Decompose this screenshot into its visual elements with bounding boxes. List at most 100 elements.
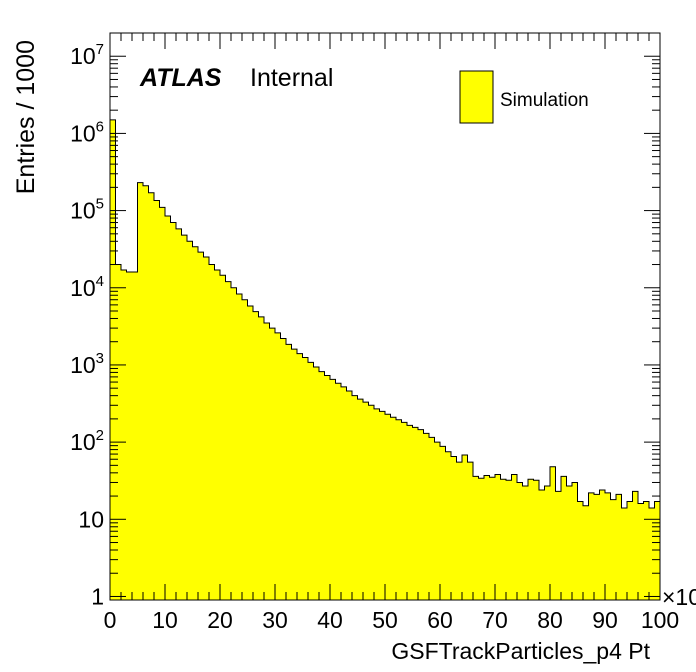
histogram-bar bbox=[143, 185, 149, 600]
legend-label: Simulation bbox=[500, 90, 589, 111]
x-tick-label: 90 bbox=[592, 607, 618, 633]
y-tick-label: 106 bbox=[70, 118, 104, 146]
histogram-bar bbox=[368, 405, 375, 600]
histogram-bar bbox=[522, 486, 529, 600]
histogram-bar bbox=[132, 272, 138, 600]
histogram-bar bbox=[220, 275, 226, 600]
histogram-bar bbox=[253, 311, 259, 600]
histogram-bar bbox=[605, 492, 611, 600]
histogram-bar bbox=[176, 228, 182, 601]
histogram-bar bbox=[115, 264, 122, 600]
histogram-bar bbox=[643, 501, 650, 600]
histogram-bar bbox=[181, 235, 188, 601]
histogram-bar bbox=[550, 466, 556, 600]
histogram-bar bbox=[423, 433, 430, 600]
histogram-bar bbox=[566, 486, 573, 600]
histogram-bar bbox=[561, 476, 567, 600]
histogram-bar bbox=[324, 375, 331, 600]
histogram-bar bbox=[599, 489, 606, 600]
y-tick-label: 102 bbox=[70, 427, 104, 455]
x-tick-label: 10 bbox=[152, 607, 178, 633]
histogram-bar bbox=[209, 264, 215, 600]
x-tick-label: 70 bbox=[482, 607, 508, 633]
histogram-bar bbox=[264, 322, 270, 600]
histogram-bar bbox=[286, 344, 292, 600]
histogram-bar bbox=[467, 462, 474, 600]
histogram-bar bbox=[649, 508, 655, 600]
histogram-bar bbox=[495, 474, 501, 600]
x-tick-label: 100 bbox=[641, 607, 679, 633]
histogram-bar bbox=[396, 419, 402, 600]
histogram-bar bbox=[610, 499, 617, 600]
atlas-label: ATLAS bbox=[139, 64, 222, 92]
histogram-bar bbox=[445, 451, 452, 600]
y-tick-label: 10 bbox=[78, 506, 104, 532]
histogram-bar bbox=[506, 480, 512, 600]
histogram-bar bbox=[621, 508, 628, 600]
histogram-bar bbox=[412, 427, 419, 600]
y-tick-label: 104 bbox=[70, 273, 104, 301]
legend-swatch bbox=[459, 70, 494, 124]
histogram-bar bbox=[148, 192, 155, 600]
y-tick-label: 105 bbox=[70, 196, 104, 224]
histogram-bar bbox=[335, 383, 342, 600]
histogram-bar bbox=[192, 246, 199, 600]
x-axis-label: GSFTrackParticles_p4 Pt bbox=[391, 638, 650, 664]
histogram-bar bbox=[165, 216, 171, 601]
histogram-bar bbox=[440, 446, 446, 600]
histogram-bar bbox=[500, 479, 507, 600]
y-tick-labels: 1 10 102 103 104 105 106 107 bbox=[70, 41, 104, 609]
histogram-bar bbox=[308, 362, 314, 600]
histogram-bar bbox=[390, 417, 397, 600]
histogram-bar bbox=[280, 338, 287, 600]
histogram-bar bbox=[242, 299, 248, 600]
histogram-bar bbox=[275, 332, 281, 600]
x-tick-label: 0 bbox=[104, 607, 117, 633]
histogram-bar bbox=[297, 353, 303, 600]
x-tick-label: 40 bbox=[317, 607, 343, 633]
histogram-bar bbox=[313, 367, 320, 600]
histogram-bar bbox=[203, 257, 210, 600]
y-tick-label: 1 bbox=[91, 583, 104, 609]
histogram-bar bbox=[456, 462, 463, 600]
histogram-bar bbox=[577, 501, 584, 600]
histogram-bar bbox=[126, 272, 133, 600]
y-axis-ticks bbox=[110, 32, 660, 597]
histogram-bar bbox=[159, 207, 166, 600]
histogram-bar bbox=[269, 328, 276, 600]
histogram-bar bbox=[539, 489, 545, 600]
histogram-bar bbox=[302, 357, 309, 600]
x-tick-label: 80 bbox=[537, 607, 563, 633]
histogram-bar bbox=[462, 455, 468, 600]
histogram-bar bbox=[544, 486, 551, 600]
histogram-bar bbox=[533, 480, 540, 600]
histogram-bar bbox=[231, 287, 237, 600]
histogram-bar bbox=[247, 306, 254, 600]
histogram-bar bbox=[154, 200, 160, 601]
histogram-bar bbox=[583, 505, 589, 600]
histogram-bar bbox=[236, 294, 243, 600]
histogram-bar bbox=[555, 491, 562, 600]
histogram-bar bbox=[379, 411, 386, 600]
legend: Simulation bbox=[459, 70, 589, 124]
y-tick-label: 103 bbox=[70, 350, 104, 378]
y-tick-label: 107 bbox=[70, 41, 104, 69]
histogram-bar bbox=[187, 241, 193, 600]
histogram-bar bbox=[478, 478, 485, 600]
x-axis-multiplier: ×10 bbox=[662, 584, 696, 610]
histogram-bar bbox=[291, 349, 298, 600]
histogram-bar bbox=[374, 408, 380, 600]
histogram-bar bbox=[137, 182, 144, 600]
histogram-bar bbox=[638, 503, 644, 600]
x-tick-label: 20 bbox=[207, 607, 233, 633]
histogram-bar bbox=[357, 399, 364, 600]
histogram-bar bbox=[473, 476, 479, 600]
x-tick-labels: 0 10 20 30 40 50 60 70 80 90 100 bbox=[104, 607, 680, 633]
x-axis-ticks bbox=[109, 33, 661, 600]
histogram-bar bbox=[517, 482, 523, 600]
histogram-outline bbox=[109, 119, 661, 600]
histogram-bar bbox=[225, 281, 232, 600]
histogram-bar bbox=[572, 482, 578, 600]
histogram-bar bbox=[484, 475, 490, 600]
